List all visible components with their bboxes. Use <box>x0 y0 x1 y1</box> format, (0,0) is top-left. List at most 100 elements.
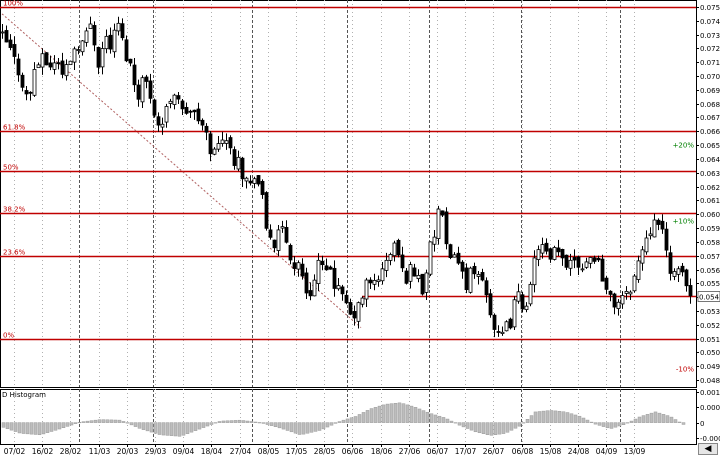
histogram-bar <box>177 422 182 437</box>
histogram-bar <box>393 403 398 423</box>
candle-body <box>596 257 601 261</box>
x-tick-label: 18/06 <box>371 447 393 456</box>
candle-body <box>156 116 161 126</box>
candle-body <box>336 285 341 290</box>
candle-body <box>348 302 353 315</box>
candle-body <box>636 260 641 280</box>
histogram-bar <box>273 422 278 427</box>
candle-body <box>680 265 685 273</box>
candle-body <box>312 279 317 297</box>
candle-body <box>436 208 441 239</box>
candle-body <box>96 46 101 68</box>
histogram-bar <box>137 422 142 429</box>
histogram-bar <box>197 422 202 430</box>
histogram-bar <box>597 422 602 426</box>
y-tick-label: 0.063 <box>700 170 720 178</box>
candle-body <box>652 219 657 238</box>
candle-body <box>88 23 93 29</box>
histogram-bar <box>281 422 286 430</box>
candle-body <box>92 25 97 46</box>
candle-body <box>264 192 269 229</box>
histogram-bar <box>561 411 566 423</box>
histogram-bar <box>333 422 338 424</box>
histogram-panel-frame <box>0 389 697 445</box>
candle-body <box>492 314 497 330</box>
histogram-bar <box>633 418 638 423</box>
candle-body <box>256 175 261 185</box>
grid <box>14 0 635 444</box>
candle-body <box>496 331 501 333</box>
histogram-bar <box>337 421 342 423</box>
histogram-bar <box>397 402 402 423</box>
y-tick-label: 0.066 <box>700 128 720 136</box>
candle-body <box>332 267 337 289</box>
x-tick-label: 06/07 <box>427 447 449 456</box>
candle-body <box>464 267 469 291</box>
histogram-bar <box>93 419 98 423</box>
histogram-bar <box>645 414 650 423</box>
candle-body <box>416 275 421 280</box>
candle-body <box>488 293 493 316</box>
x-tick-label: 24/08 <box>568 447 590 456</box>
candle-body <box>324 265 329 271</box>
histogram-bar <box>357 414 362 423</box>
histogram-bar <box>33 422 38 435</box>
candle-body <box>164 106 169 123</box>
y-tick-label: 0.059 <box>700 225 720 233</box>
candle-body <box>56 62 61 65</box>
y-tick-label: 0.068 <box>700 101 720 109</box>
candle-body <box>116 22 121 32</box>
x-tick-label: 16/02 <box>32 447 54 456</box>
candle-body <box>640 249 645 264</box>
histogram-bar <box>45 422 50 433</box>
candle-body <box>452 254 457 258</box>
candle-body <box>668 252 673 274</box>
histogram-bar <box>325 422 330 428</box>
histogram-bar <box>25 422 30 435</box>
histogram-bar <box>261 422 266 424</box>
candle-body <box>524 305 529 310</box>
histogram-bar <box>549 410 554 423</box>
histogram-bar <box>493 422 498 435</box>
histogram-bar <box>189 422 194 433</box>
candle-body <box>64 64 69 77</box>
candle-body <box>220 139 225 144</box>
histogram-bar <box>573 414 578 423</box>
histogram-bar <box>593 422 598 425</box>
candle-body <box>236 156 241 170</box>
y-tick-label: 0.048 <box>700 377 720 385</box>
histogram-bar <box>37 422 42 436</box>
candle-body <box>612 293 617 308</box>
last-price-label: 0.05410 <box>699 294 720 302</box>
histogram-y-label: -0.0005 <box>700 435 720 443</box>
candle-body <box>272 239 277 249</box>
histogram-bar <box>201 422 206 428</box>
fib-level-label: 50% <box>3 164 19 172</box>
histogram-bar <box>569 413 574 423</box>
candle-body <box>320 260 325 266</box>
histogram-bar <box>57 422 62 430</box>
candle-body <box>72 48 77 63</box>
candle-body <box>372 280 377 285</box>
scroll-left-button[interactable]: ◀ <box>698 443 718 455</box>
candle-body <box>592 257 597 262</box>
candle-body <box>172 94 177 105</box>
candle-body <box>144 76 149 82</box>
histogram-bar <box>585 419 590 423</box>
annotations: 0.05410 +20% +10% -10% <box>673 142 720 374</box>
candle-body <box>68 60 73 66</box>
x-tick-label: 26/07 <box>483 447 505 456</box>
candle-body <box>176 95 181 100</box>
candle-body <box>140 77 145 103</box>
candle-body <box>648 233 653 237</box>
arrow-left-icon: ◀ <box>704 443 712 454</box>
histogram-bar <box>205 422 210 427</box>
candle-body <box>552 247 557 260</box>
candle-body <box>356 302 361 322</box>
histogram-bar <box>81 421 86 423</box>
candle-body <box>28 91 33 94</box>
x-tick-label: 17/05 <box>286 447 308 456</box>
histogram-bar <box>49 422 54 432</box>
fib-level-label: 23.6% <box>3 249 26 257</box>
histogram-bar <box>105 419 110 423</box>
